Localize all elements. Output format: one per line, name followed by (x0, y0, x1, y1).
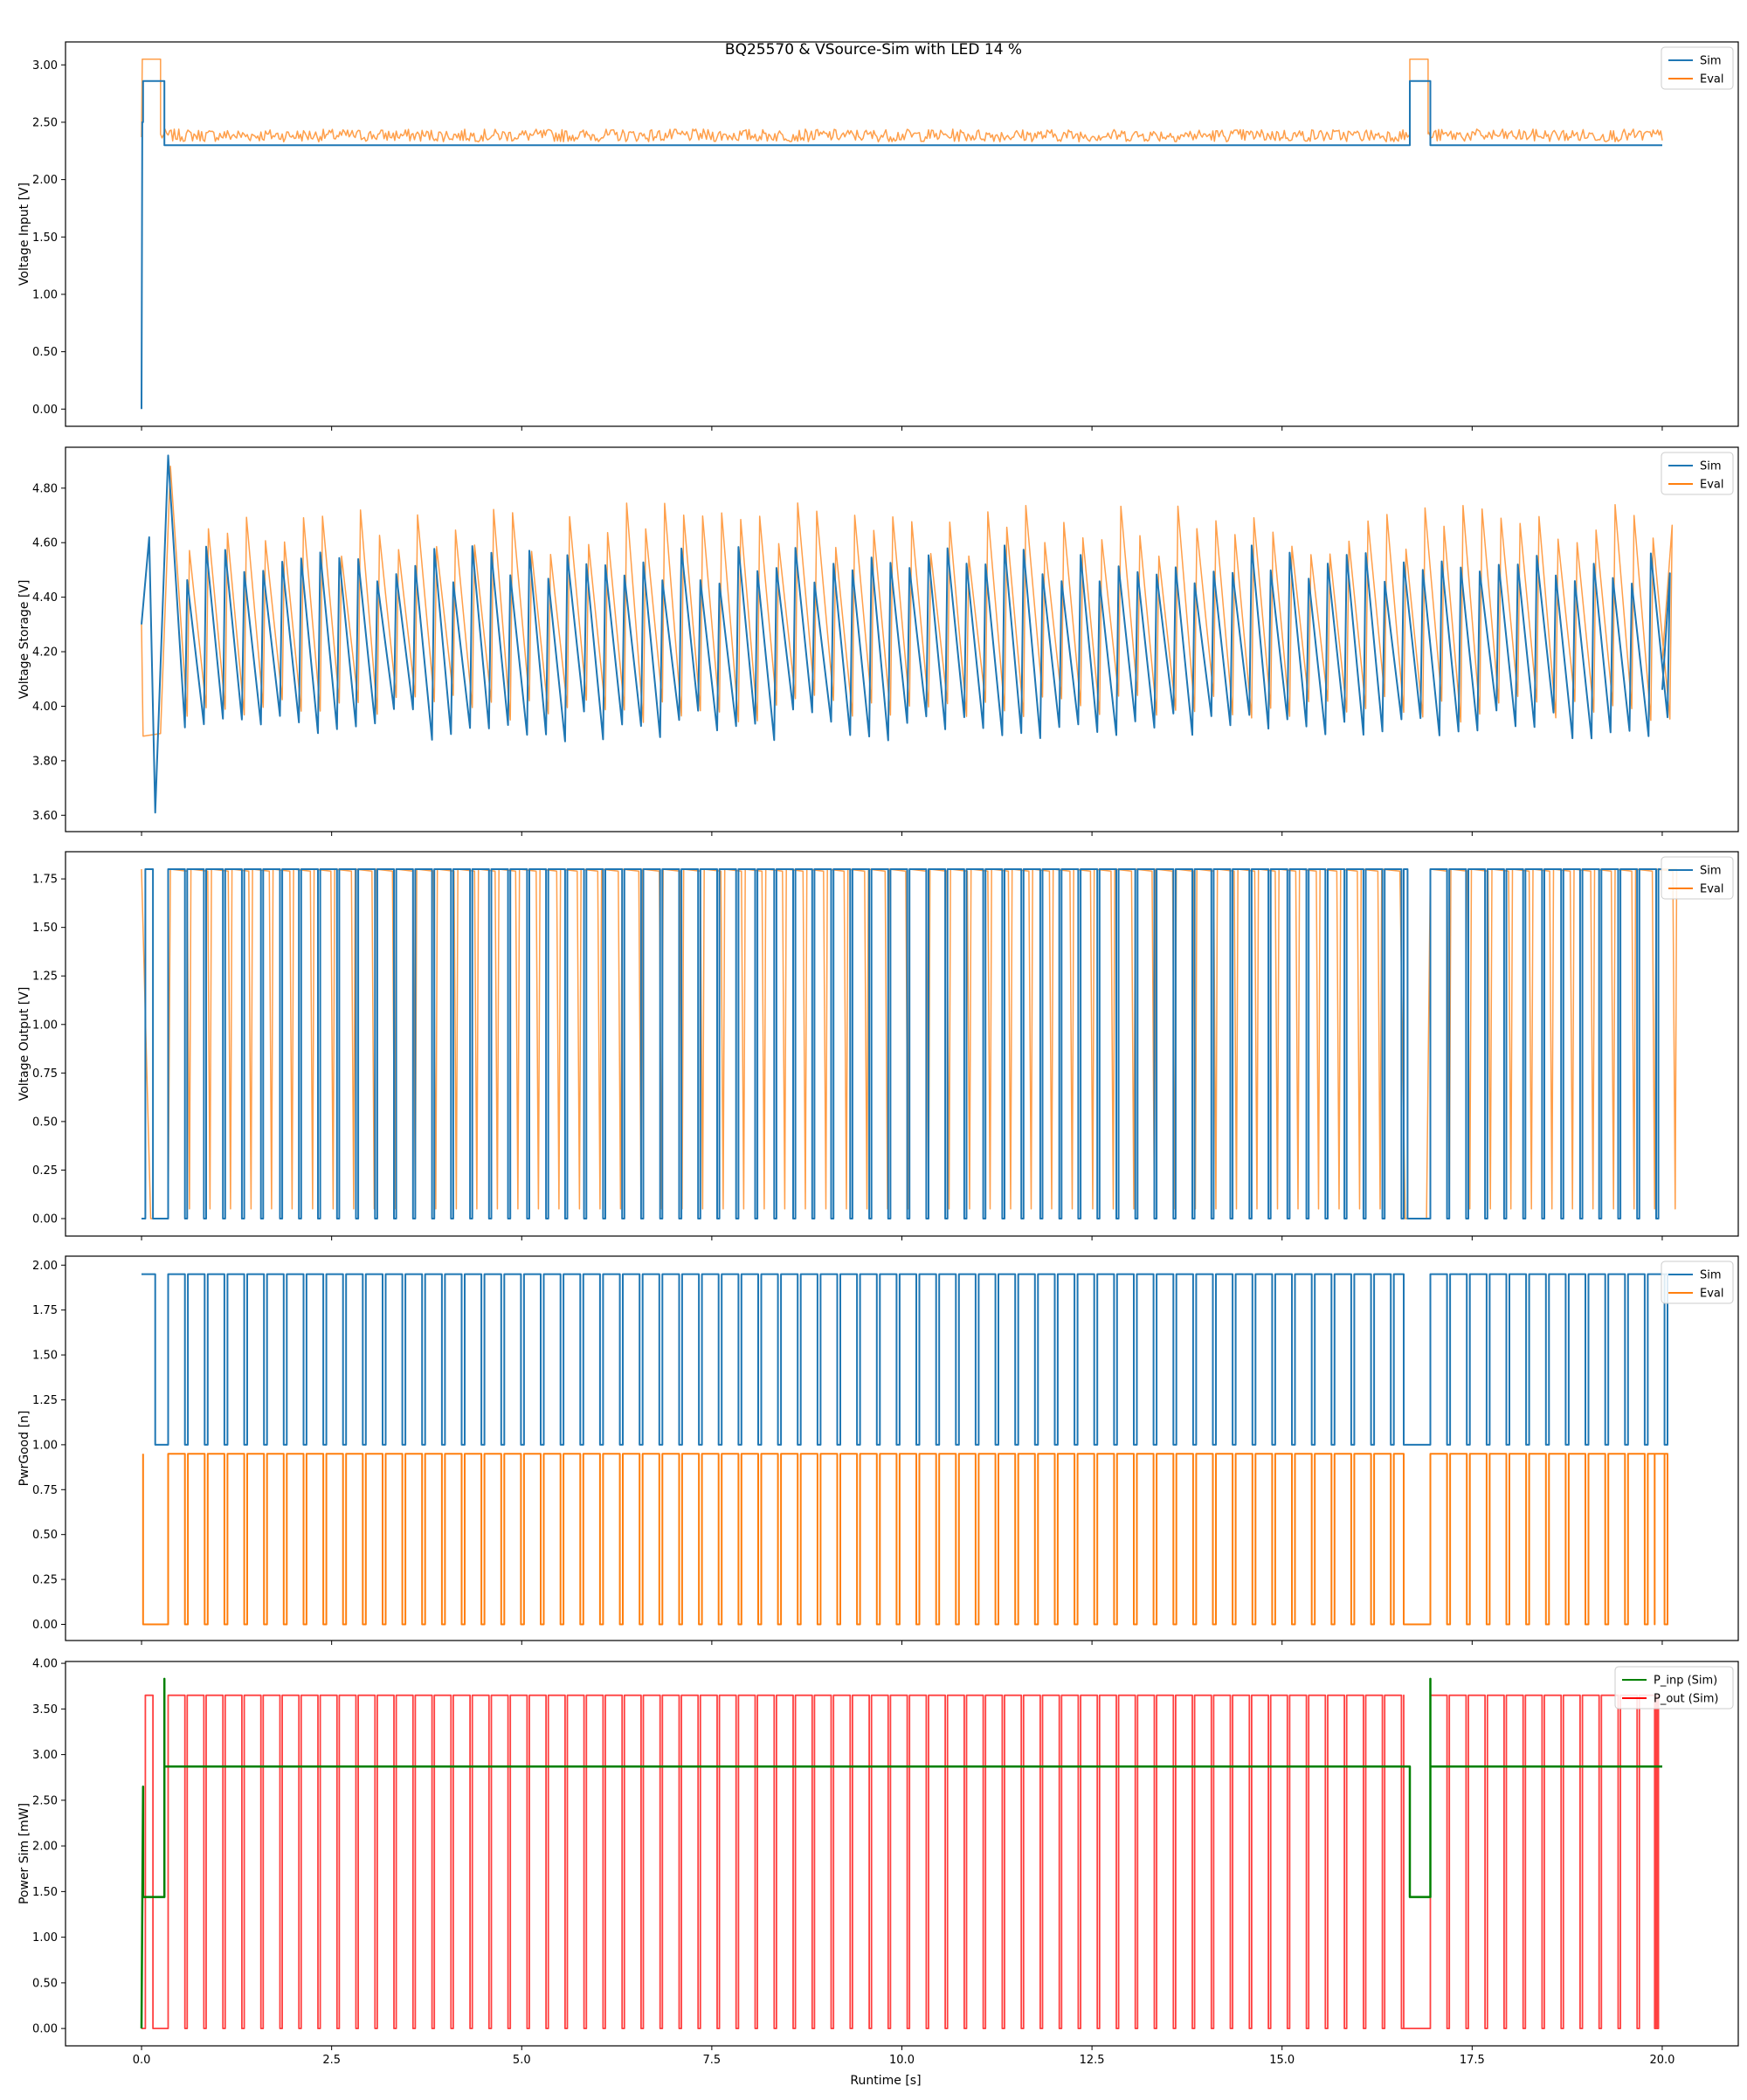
series-sim-line (141, 454, 1671, 814)
y-tick-label: 0.00 (32, 2023, 58, 2036)
figure-title: BQ25570 & VSource-Sim with LED 14 % (725, 41, 1022, 59)
y-axis-label: PwrGood [n] (17, 1411, 31, 1487)
y-axis-label: Voltage Input [V] (17, 183, 31, 286)
legend: P_inp (Sim) P_out (Sim) (1614, 1666, 1734, 1710)
y-tick-label: 0.50 (32, 346, 58, 359)
y-tick-label: 1.25 (32, 971, 58, 984)
y-tick-label: 3.00 (32, 1749, 58, 1762)
y-tick-label: 0.75 (32, 1067, 58, 1081)
legend-label: Eval (1700, 1288, 1724, 1301)
x-tick-label: 0.0 (133, 2054, 151, 2067)
legend: Sim Eval (1661, 452, 1734, 495)
y-tick-label: 1.50 (32, 1350, 58, 1363)
y-axis-label: Power Sim [mW] (17, 1803, 31, 1904)
axes-frame (65, 446, 1739, 832)
y-tick-label: 1.00 (32, 288, 58, 301)
series-eval-line (141, 58, 1663, 143)
legend-label: Sim (1700, 460, 1722, 473)
y-tick-label: 0.25 (32, 1164, 58, 1178)
axes-frame (65, 41, 1739, 427)
series-pout-line (142, 1694, 1660, 2030)
series-pinp-line (140, 1677, 1662, 2029)
x-tick-label: 12.5 (1080, 2054, 1105, 2067)
y-tick-label: 3.00 (32, 59, 58, 73)
legend: Sim Eval (1661, 856, 1734, 900)
y-axis-label: Voltage Storage [V] (17, 580, 31, 700)
y-tick-label: 2.50 (32, 1794, 58, 1807)
series-eval-line (141, 466, 1674, 737)
y-tick-label: 0.00 (32, 1213, 58, 1226)
y-tick-label: 1.50 (32, 1886, 58, 1899)
axes-frame (65, 1661, 1739, 2047)
y-axis-label: Voltage Output [V] (17, 987, 31, 1102)
y-tick-label: 1.75 (32, 874, 58, 887)
y-tick-label: 3.50 (32, 1703, 58, 1717)
y-tick-label: 1.75 (32, 1304, 58, 1317)
y-tick-label: 4.00 (32, 701, 58, 714)
y-tick-label: 2.50 (32, 116, 58, 129)
y-tick-label: 1.00 (32, 1931, 58, 1945)
y-tick-label: 4.40 (32, 591, 58, 604)
legend: Sim Eval (1661, 1261, 1734, 1304)
axes-frame (65, 1255, 1739, 1641)
subplot-3: 0.00 0.25 0.50 0.75 1.00 1.25 1.50 1.75 Voltage … (17, 851, 1739, 1240)
x-tick-label: 7.5 (703, 2054, 722, 2067)
x-tick-label: 17.5 (1460, 2054, 1485, 2067)
series-eval-line (142, 1453, 1668, 1626)
legend-label: Eval (1700, 479, 1724, 492)
legend-label: Sim (1700, 1269, 1722, 1282)
y-tick-label: 0.50 (32, 1529, 58, 1542)
subplot-5: 0.00 0.50 1.00 1.50 2.00 2.50 3.00 3.50 4.00 0.0 2… (17, 1658, 1739, 2067)
legend-label: Eval (1700, 73, 1724, 86)
y-tick-label: 0.75 (32, 1484, 58, 1497)
legend-label: Sim (1700, 55, 1722, 68)
y-tick-label: 0.00 (32, 1619, 58, 1632)
x-tick-label: 5.0 (513, 2054, 531, 2067)
y-tick-label: 2.00 (32, 174, 58, 187)
y-tick-label: 0.25 (32, 1574, 58, 1587)
y-tick-label: 3.60 (32, 810, 58, 823)
axes-frame (65, 851, 1739, 1237)
series-sim-line (142, 868, 1662, 1219)
y-tick-label: 0.50 (32, 1977, 58, 1990)
y-tick-label: 4.00 (32, 1658, 58, 1671)
y-tick-label: 1.50 (32, 922, 58, 935)
y-tick-label: 0.50 (32, 1116, 58, 1129)
legend-label: Sim (1700, 865, 1722, 878)
legend-label: P_out (Sim) (1654, 1693, 1718, 1706)
y-tick-label: 0.00 (32, 404, 58, 417)
y-tick-label: 2.00 (32, 1260, 58, 1273)
legend-label: P_inp (Sim) (1654, 1675, 1717, 1688)
x-tick-label: 15.0 (1269, 2054, 1295, 2067)
y-tick-label: 1.00 (32, 1019, 58, 1032)
x-tick-label: 20.0 (1649, 2054, 1674, 2067)
y-tick-label: 4.80 (32, 482, 58, 495)
y-tick-label: 1.00 (32, 1439, 58, 1452)
y-tick-label: 4.60 (32, 537, 58, 550)
y-tick-label: 4.20 (32, 646, 58, 660)
subplot-2: 3.60 3.80 4.00 4.20 4.40 4.60 4.80 Voltage Stor… (17, 446, 1739, 836)
y-tick-label: 1.50 (32, 231, 58, 245)
legend-label: Eval (1700, 883, 1724, 896)
x-tick-label: 2.5 (322, 2054, 341, 2067)
subplot-1: 0.00 0.50 1.00 1.50 2.00 2.50 3.00 Voltage Inpu… (17, 41, 1739, 431)
x-axis-label: Runtime [s] (850, 2074, 921, 2088)
y-tick-label: 2.00 (32, 1841, 58, 1854)
series-sim-line (142, 1273, 1668, 1446)
series-sim-line (141, 79, 1662, 410)
legend: Sim Eval (1661, 46, 1734, 90)
subplot-4: 0.00 0.25 0.50 0.75 1.00 1.25 1.50 1.75 2.00 PwrG… (17, 1255, 1739, 1645)
y-tick-label: 3.80 (32, 755, 58, 768)
y-tick-label: 1.25 (32, 1394, 58, 1407)
x-tick-label: 10.0 (889, 2054, 915, 2067)
